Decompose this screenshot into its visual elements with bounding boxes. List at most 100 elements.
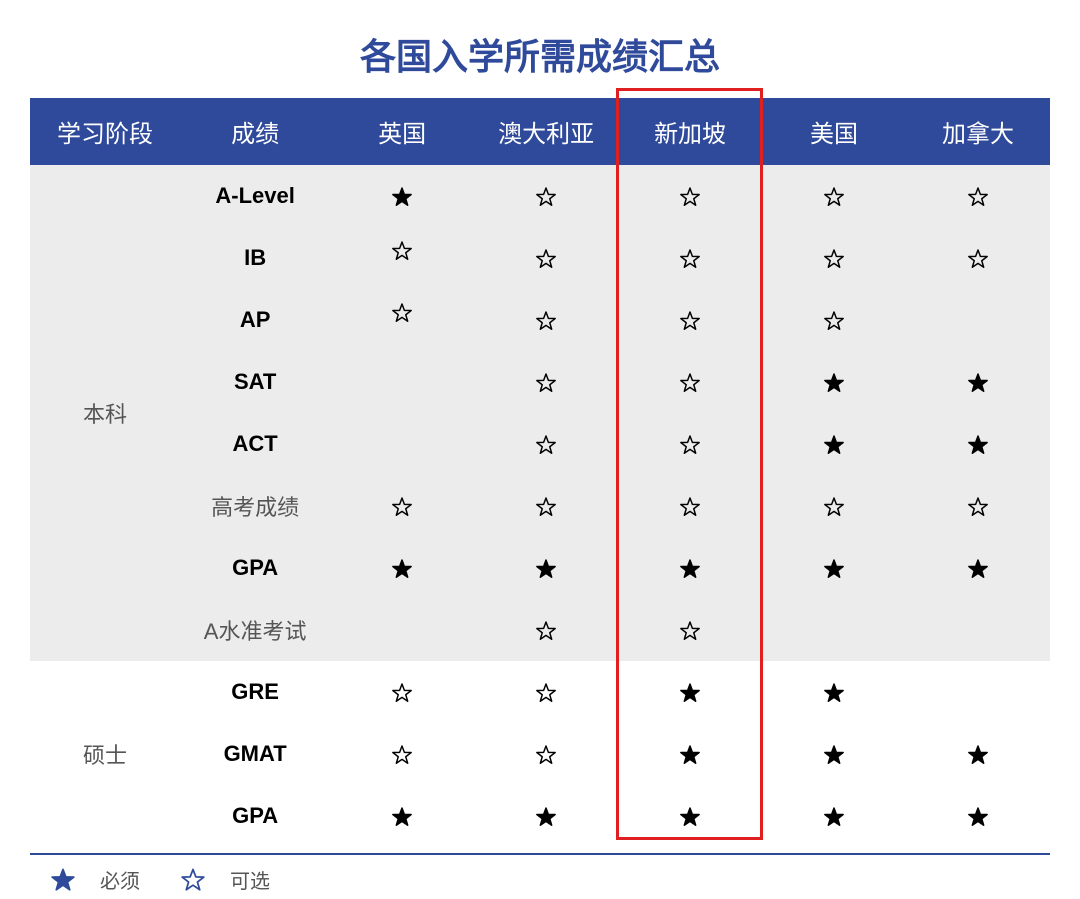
- score-label-cell: A-Level: [180, 165, 330, 227]
- score-label-cell: GMAT: [180, 723, 330, 785]
- score-value-cell: [618, 723, 762, 785]
- star-hollow-icon: [180, 867, 206, 893]
- legend: 必须 可选: [30, 855, 1050, 894]
- star-filled-icon: [967, 806, 989, 828]
- score-value-cell: [474, 165, 618, 227]
- star-filled-icon: [823, 806, 845, 828]
- score-value-cell: [330, 227, 474, 289]
- score-value-cell: [762, 661, 906, 723]
- score-value-cell: [618, 475, 762, 537]
- score-value-cell: [474, 351, 618, 413]
- star-hollow-icon: [823, 310, 845, 332]
- score-value-cell: [330, 723, 474, 785]
- score-value-cell: [618, 537, 762, 599]
- score-value-cell: [618, 661, 762, 723]
- table-header-cell: 澳大利亚: [474, 98, 618, 165]
- table-header-cell: 新加坡: [618, 98, 762, 165]
- score-value-cell: [330, 289, 474, 351]
- score-value-cell: [762, 351, 906, 413]
- star-filled-icon: [535, 806, 557, 828]
- table-header-cell: 英国: [330, 98, 474, 165]
- score-value-cell: [330, 475, 474, 537]
- score-value-cell: [474, 289, 618, 351]
- score-value-cell: [618, 785, 762, 847]
- legend-item-required: 必须: [50, 865, 140, 894]
- table-row: AP: [30, 289, 1050, 351]
- star-filled-icon: [823, 744, 845, 766]
- legend-item-optional: 可选: [180, 865, 270, 894]
- table-row: 硕士GRE: [30, 661, 1050, 723]
- star-hollow-icon: [823, 186, 845, 208]
- score-value-cell: [474, 413, 618, 475]
- score-value-cell: [618, 599, 762, 661]
- star-filled-icon: [679, 744, 701, 766]
- score-value-cell: [906, 785, 1050, 847]
- legend-required-label: 必须: [100, 865, 140, 894]
- score-value-cell: [906, 661, 1050, 723]
- star-hollow-icon: [967, 186, 989, 208]
- table-header-cell: 加拿大: [906, 98, 1050, 165]
- score-value-cell: [762, 475, 906, 537]
- star-hollow-icon: [535, 620, 557, 642]
- score-value-cell: [330, 413, 474, 475]
- star-filled-icon: [967, 558, 989, 580]
- star-hollow-icon: [679, 496, 701, 518]
- score-value-cell: [762, 723, 906, 785]
- score-label-cell: GRE: [180, 661, 330, 723]
- star-hollow-icon: [535, 310, 557, 332]
- score-value-cell: [762, 227, 906, 289]
- stage-cell: 硕士: [30, 661, 180, 847]
- score-label-cell: SAT: [180, 351, 330, 413]
- star-filled-icon: [967, 434, 989, 456]
- score-value-cell: [906, 537, 1050, 599]
- score-label-cell: AP: [180, 289, 330, 351]
- star-hollow-icon: [679, 310, 701, 332]
- table-row: GPA: [30, 537, 1050, 599]
- score-value-cell: [474, 599, 618, 661]
- star-filled-icon: [535, 558, 557, 580]
- score-value-cell: [906, 413, 1050, 475]
- star-filled-icon: [391, 806, 413, 828]
- star-hollow-icon: [535, 248, 557, 270]
- score-value-cell: [474, 475, 618, 537]
- table-row: ACT: [30, 413, 1050, 475]
- score-label-cell: IB: [180, 227, 330, 289]
- star-hollow-icon: [391, 496, 413, 518]
- score-value-cell: [618, 413, 762, 475]
- score-label-cell: ACT: [180, 413, 330, 475]
- score-value-cell: [330, 661, 474, 723]
- score-value-cell: [906, 289, 1050, 351]
- score-value-cell: [474, 785, 618, 847]
- score-value-cell: [762, 165, 906, 227]
- stage-cell: 本科: [30, 165, 180, 661]
- star-filled-icon: [823, 558, 845, 580]
- star-hollow-icon: [679, 372, 701, 394]
- table-header-cell: 美国: [762, 98, 906, 165]
- table-header-row: 学习阶段成绩英国澳大利亚新加坡美国加拿大: [30, 98, 1050, 165]
- star-hollow-icon: [967, 248, 989, 270]
- score-value-cell: [618, 227, 762, 289]
- table-row: 本科A-Level: [30, 165, 1050, 227]
- score-value-cell: [330, 165, 474, 227]
- star-hollow-icon: [391, 682, 413, 704]
- star-filled-icon: [391, 558, 413, 580]
- score-value-cell: [762, 289, 906, 351]
- table-row: A水准考试: [30, 599, 1050, 661]
- table-header-cell: 学习阶段: [30, 98, 180, 165]
- star-filled-icon: [50, 867, 76, 893]
- table-header-cell: 成绩: [180, 98, 330, 165]
- score-label-cell: GPA: [180, 537, 330, 599]
- star-hollow-icon: [823, 248, 845, 270]
- star-hollow-icon: [679, 620, 701, 642]
- star-hollow-icon: [679, 248, 701, 270]
- star-filled-icon: [679, 558, 701, 580]
- star-filled-icon: [823, 434, 845, 456]
- star-hollow-icon: [679, 186, 701, 208]
- page-title: 各国入学所需成绩汇总: [30, 28, 1050, 80]
- score-value-cell: [762, 785, 906, 847]
- score-value-cell: [906, 599, 1050, 661]
- table-row: GPA: [30, 785, 1050, 847]
- score-value-cell: [762, 599, 906, 661]
- table-wrap: 学习阶段成绩英国澳大利亚新加坡美国加拿大 本科A-Level IB AP SAT…: [30, 98, 1050, 847]
- star-hollow-icon: [391, 302, 413, 324]
